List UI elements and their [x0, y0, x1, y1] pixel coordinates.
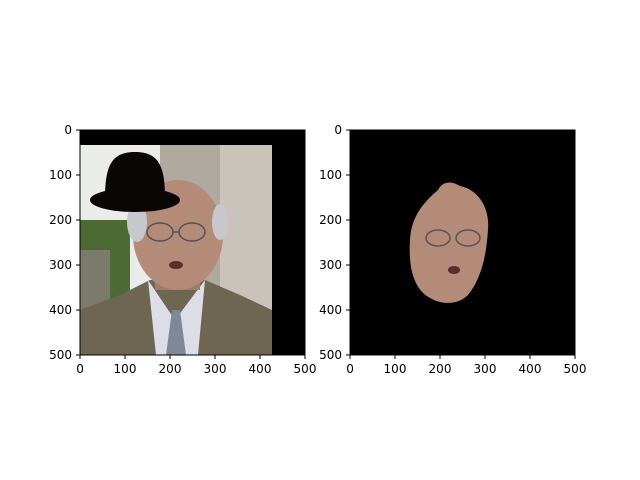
x-tick-label: 0: [76, 362, 84, 376]
hair-left: [127, 202, 147, 242]
y-tick-label: 300: [49, 258, 72, 272]
mouth: [169, 261, 183, 269]
face-segment: [409, 182, 489, 303]
tie: [166, 310, 186, 355]
y-tick-label: 100: [49, 168, 72, 182]
x-tick-label: 300: [204, 362, 227, 376]
right-image: [350, 130, 575, 355]
x-tick-label: 400: [519, 362, 542, 376]
left-image: [80, 130, 305, 355]
y-tick-label: 400: [49, 303, 72, 317]
left-axes: 0 100 200 300 400 500 0 100 200 300 400 500: [49, 123, 317, 376]
x-tick-label: 100: [384, 362, 407, 376]
y-tick-label: 400: [319, 303, 342, 317]
x-tick-label: 200: [159, 362, 182, 376]
shirt: [148, 280, 205, 355]
x-tick-label: 300: [474, 362, 497, 376]
y-tick-label: 500: [49, 348, 72, 362]
y-tick-label: 100: [319, 168, 342, 182]
house: [80, 250, 110, 310]
y-tick-label: 0: [64, 123, 72, 137]
hair-right: [212, 204, 228, 240]
segment-mouth: [448, 266, 460, 274]
left-panel: 0 100 200 300 400 500 0 100 200 300 400 500: [30, 120, 320, 384]
y-tick-label: 200: [319, 213, 342, 227]
right-axes: 0 100 200 300 400 500 0 100 200 300 400 500: [319, 123, 587, 376]
y-tick-label: 0: [334, 123, 342, 137]
x-tick-label: 0: [346, 362, 354, 376]
segment-glasses-right: [455, 229, 481, 247]
y-tick-label: 300: [319, 258, 342, 272]
y-tick-label: 200: [49, 213, 72, 227]
y-tick-label: 500: [319, 348, 342, 362]
x-tick-label: 500: [294, 362, 317, 376]
x-tick-label: 200: [429, 362, 452, 376]
x-tick-label: 400: [249, 362, 272, 376]
segment-glasses-left: [425, 229, 451, 247]
x-tick-label: 500: [564, 362, 587, 376]
right-panel: 0 100 200 300 400 500 0 100 200 300 400 500: [300, 120, 590, 384]
bowler-hat-icon: [90, 152, 180, 212]
x-tick-label: 100: [114, 362, 137, 376]
